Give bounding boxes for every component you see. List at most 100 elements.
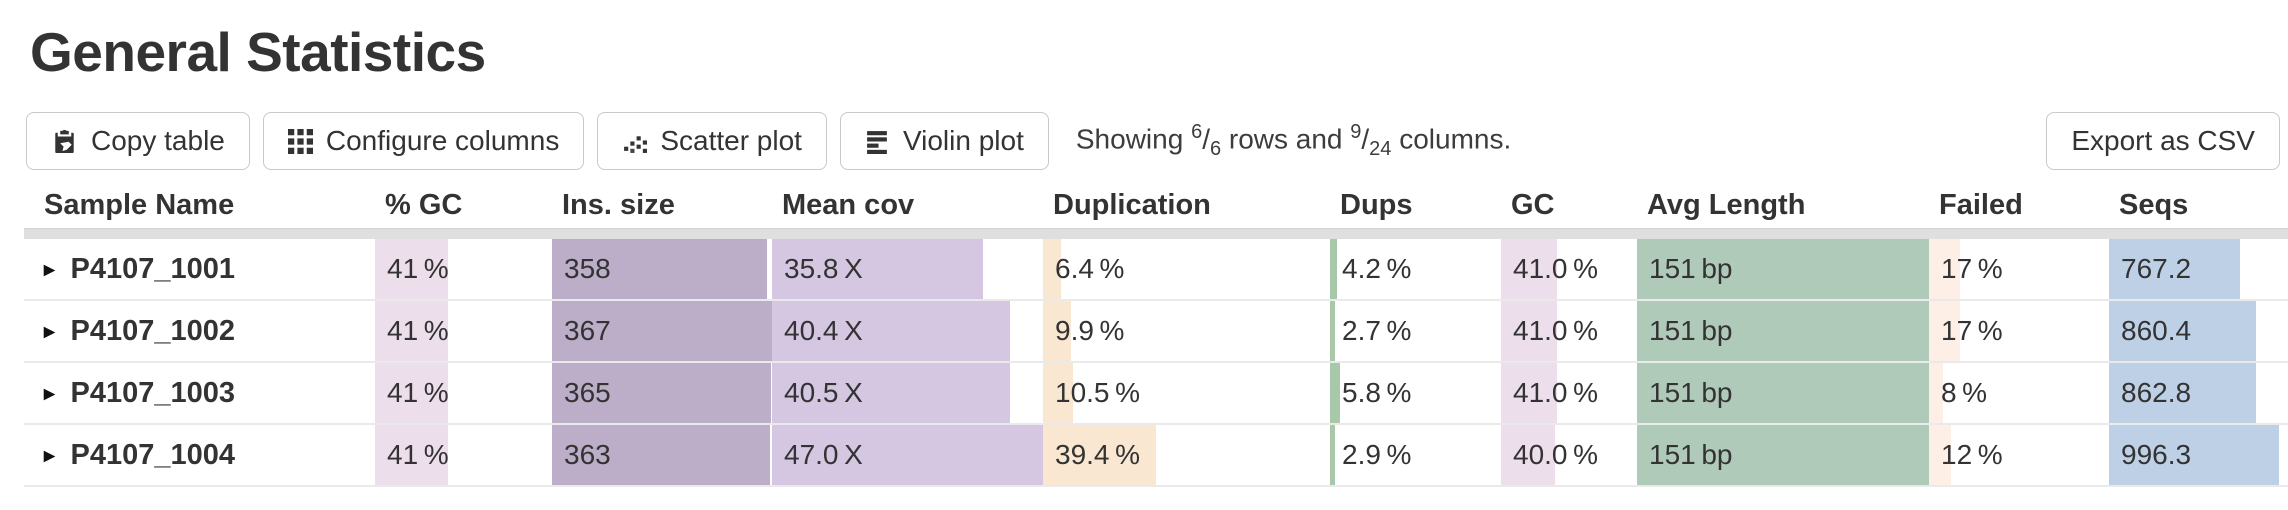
- cell-value: 996.3: [2121, 439, 2192, 470]
- header-divider: [24, 228, 2288, 239]
- data-bar: [1043, 239, 1062, 299]
- violin-plot-button[interactable]: Violin plot: [839, 112, 1049, 170]
- cell-sample-name[interactable]: ▸ P4107_1004: [24, 425, 375, 485]
- cell-value: 40.0 %: [1513, 439, 1598, 470]
- rows-shown: 6: [1191, 121, 1203, 144]
- scatter-plot-button[interactable]: Scatter plot: [597, 112, 827, 170]
- column-header-ins_size[interactable]: Ins. size: [562, 188, 675, 221]
- cell-failed: 17 %: [1929, 239, 2109, 299]
- cell-mean_cov: 40.5 X: [772, 363, 1043, 423]
- table-toolbar: Copy table Configure columns Scatter plot V…: [26, 112, 2280, 170]
- cell-sample-name[interactable]: ▸ P4107_1002: [24, 301, 375, 361]
- data-bar: [375, 425, 448, 485]
- data-bar: [375, 239, 448, 299]
- data-bar: [1330, 363, 1340, 423]
- data-bar: [552, 425, 770, 485]
- data-bar: [1929, 239, 1960, 299]
- cell-value: 41.0 %: [1513, 315, 1598, 346]
- cell-seqs: 862.8: [2109, 363, 2279, 423]
- cell-avg_length: 151 bp: [1637, 301, 1929, 361]
- data-bar: [1501, 363, 1557, 423]
- cell-gc: 40.0 %: [1501, 425, 1637, 485]
- cell-mean_cov: 35.8 X: [772, 239, 1043, 299]
- cell-value: 365: [564, 377, 611, 408]
- column-header-gc[interactable]: GC: [1511, 188, 1555, 221]
- column-header-mean_cov[interactable]: Mean cov: [782, 188, 915, 221]
- configure-columns-button[interactable]: Configure columns: [262, 112, 585, 170]
- cell-sample-name[interactable]: ▸ P4107_1003: [24, 363, 375, 423]
- cell-value: 367: [564, 315, 611, 346]
- cell-gc: 41.0 %: [1501, 301, 1637, 361]
- cell-pct_gc: 41 %: [375, 425, 552, 485]
- data-bar: [1929, 425, 1951, 485]
- cell-avg_length: 151 bp: [1637, 363, 1929, 423]
- sample-name-label: P4107_1003: [70, 376, 236, 409]
- page-title: General Statistics: [30, 21, 486, 83]
- showing-summary: Showing 6/6 rows and 9/24 columns.: [1075, 121, 1512, 160]
- toolbar-button-group: Copy table Configure columns Scatter plot V…: [26, 112, 1062, 170]
- data-bar: [1929, 301, 1960, 361]
- column-header-dups[interactable]: Dups: [1340, 188, 1413, 221]
- row-expand-icon[interactable]: ▸: [44, 381, 55, 405]
- sample-name-label: P4107_1002: [70, 314, 236, 347]
- data-bar: [1043, 425, 1157, 485]
- cell-value: 41.0 %: [1513, 377, 1598, 408]
- cell-dups: 2.9 %: [1330, 425, 1501, 485]
- cell-value: 9.9 %: [1055, 315, 1125, 346]
- cell-duplication: 39.4 %: [1043, 425, 1330, 485]
- cols-shown: 9: [1350, 121, 1362, 144]
- cell-value: 358: [564, 253, 611, 284]
- row-expand-icon[interactable]: ▸: [44, 257, 55, 281]
- rows-total: 6: [1209, 137, 1222, 160]
- cell-value: 41 %: [387, 315, 449, 346]
- cell-value: 40.5 X: [784, 377, 863, 408]
- column-header-avg_length[interactable]: Avg Length: [1647, 188, 1806, 221]
- cell-sample-name[interactable]: ▸ P4107_1001: [24, 239, 375, 299]
- copy-table-button[interactable]: Copy table: [26, 112, 250, 170]
- row-expand-icon[interactable]: ▸: [44, 443, 55, 467]
- row-expand-icon[interactable]: ▸: [44, 319, 55, 343]
- cell-value: 41 %: [387, 377, 449, 408]
- column-header-sample[interactable]: Sample Name: [44, 188, 235, 221]
- data-bar: [1043, 363, 1074, 423]
- column-header-seqs[interactable]: Seqs: [2119, 188, 2189, 221]
- cell-dups: 5.8 %: [1330, 363, 1501, 423]
- data-bar: [1637, 425, 1929, 485]
- column-header-pct_gc[interactable]: % GC: [385, 188, 463, 221]
- cell-value: 17 %: [1941, 315, 2003, 346]
- scatter-icon: [622, 129, 648, 154]
- export-csv-button[interactable]: Export as CSV: [2046, 112, 2280, 170]
- cell-dups: 2.7 %: [1330, 301, 1501, 361]
- cell-value: 41.0 %: [1513, 253, 1598, 284]
- column-header-failed[interactable]: Failed: [1939, 188, 2023, 221]
- general-stats-table: Sample Name % GC Ins. size Mean cov Duplicat…: [24, 182, 2288, 487]
- data-bar: [1929, 363, 1944, 423]
- data-bar: [1043, 301, 1072, 361]
- cell-value: 41 %: [387, 439, 449, 470]
- data-bar: [1501, 239, 1557, 299]
- cell-mean_cov: 40.4 X: [772, 301, 1043, 361]
- cell-value: 151 bp: [1649, 253, 1733, 284]
- table-row: ▸ P4107_1004 41 % 363 47.0 X 39.4 % 2.9 % 40.0 …: [24, 425, 2288, 487]
- cell-value: 8 %: [1941, 377, 1988, 408]
- cell-value: 17 %: [1941, 253, 2003, 284]
- data-bar: [1501, 425, 1556, 485]
- cell-value: 860.4: [2121, 315, 2192, 346]
- cell-value: 363: [564, 439, 611, 470]
- cell-seqs: 996.3: [2109, 425, 2279, 485]
- violin-icon: [865, 129, 890, 154]
- column-header-duplication[interactable]: Duplication: [1053, 188, 1211, 221]
- cell-value: 2.9 %: [1342, 439, 1412, 470]
- data-bar: [2109, 425, 2279, 485]
- data-bar: [1330, 301, 1335, 361]
- data-bar: [375, 301, 448, 361]
- cell-duplication: 10.5 %: [1043, 363, 1330, 423]
- cell-avg_length: 151 bp: [1637, 239, 1929, 299]
- cell-failed: 17 %: [1929, 301, 2109, 361]
- cell-dups: 4.2 %: [1330, 239, 1501, 299]
- cell-value: 39.4 %: [1055, 439, 1140, 470]
- cell-value: 862.8: [2121, 377, 2192, 408]
- cell-failed: 12 %: [1929, 425, 2109, 485]
- data-bar: [1637, 301, 1929, 361]
- cell-duplication: 6.4 %: [1043, 239, 1330, 299]
